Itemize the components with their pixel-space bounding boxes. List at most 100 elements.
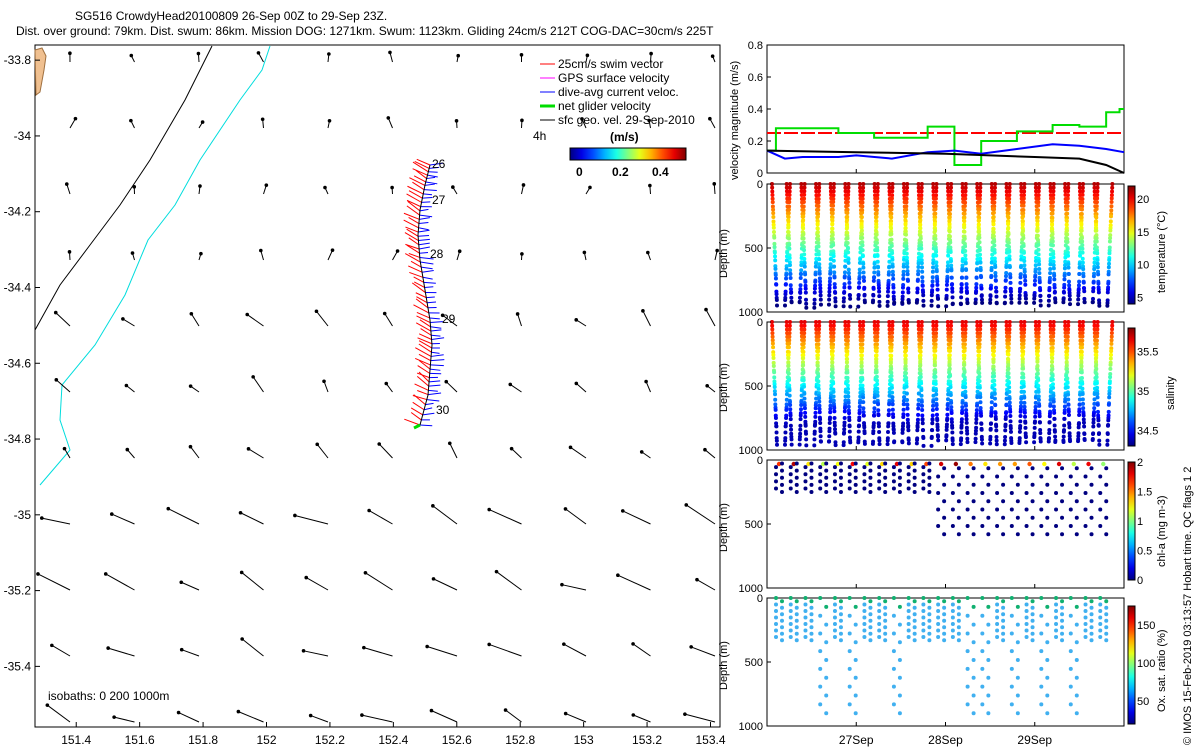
- profile-point: [786, 218, 791, 223]
- profile-point: [1020, 353, 1025, 358]
- profile-point: [974, 413, 979, 418]
- profile-point: [846, 271, 851, 276]
- chl-point: [936, 507, 941, 512]
- profile-point: [815, 367, 820, 372]
- profile-point: [1081, 413, 1086, 418]
- profile-point: [990, 334, 995, 339]
- profile-point: [988, 441, 993, 446]
- profile-point: [799, 323, 804, 328]
- profile-point: [873, 348, 878, 353]
- profile-point: [1035, 356, 1040, 361]
- profile-point: [828, 407, 833, 412]
- profile-point: [812, 290, 817, 295]
- profile-point: [1063, 399, 1068, 404]
- oxy-point: [877, 615, 882, 620]
- profile-point: [1105, 442, 1110, 447]
- geo-velocity-arrow: [505, 709, 522, 723]
- profile-point: [1008, 275, 1013, 280]
- profile-point: [803, 286, 808, 291]
- chl-point: [971, 482, 976, 487]
- geo-velocity-arrow: [368, 510, 393, 525]
- profile-point: [856, 293, 861, 298]
- chl-point: [1045, 499, 1050, 504]
- chl-point: [897, 490, 902, 494]
- profile-point: [887, 192, 892, 197]
- profile-point: [949, 410, 954, 415]
- chl-point: [832, 486, 837, 491]
- profile-point: [1065, 246, 1070, 251]
- profile-point: [990, 193, 995, 198]
- chl-point: [862, 479, 867, 484]
- profile-point: [1067, 422, 1072, 427]
- profile-point: [802, 252, 807, 257]
- profile-point: [1093, 204, 1098, 209]
- profile-point: [813, 264, 818, 269]
- profile-point: [832, 415, 837, 420]
- profile-point: [784, 327, 789, 332]
- profile-point: [931, 331, 936, 336]
- geo-velocity-arrow: [248, 448, 264, 459]
- profile-point: [1090, 438, 1095, 443]
- profile-point: [814, 200, 819, 205]
- chl-point: [927, 475, 932, 480]
- oxy-point: [912, 618, 917, 623]
- profile-point: [1064, 218, 1069, 223]
- profile-point: [1050, 243, 1055, 248]
- oxy-point: [877, 628, 882, 633]
- profile-point: [992, 327, 997, 332]
- profile-point: [1035, 352, 1040, 357]
- profile-point: [933, 381, 938, 386]
- profile-point: [944, 438, 949, 443]
- oxy-point: [897, 658, 902, 663]
- oxy-point: [1015, 622, 1020, 627]
- profile-point: [1024, 300, 1029, 305]
- profile-point: [931, 258, 936, 263]
- profile-point: [861, 275, 866, 280]
- profile-point: [974, 275, 979, 280]
- oxy-point: [809, 625, 814, 630]
- profile-point: [858, 346, 863, 351]
- dive-avg-current-vector: [426, 399, 440, 402]
- profile-point: [1097, 303, 1102, 308]
- oxy-point: [1024, 602, 1029, 607]
- profile-point: [916, 261, 921, 266]
- oxy-point: [912, 631, 917, 636]
- profile-point: [931, 399, 936, 404]
- profile-point: [947, 356, 952, 361]
- profile-point: [841, 431, 846, 436]
- chl-point: [780, 475, 784, 480]
- profile-point: [798, 417, 803, 422]
- profile-point: [770, 182, 774, 186]
- map-y-tick-label: -35: [14, 508, 32, 522]
- profile-point: [1095, 261, 1100, 266]
- profile-point: [871, 278, 876, 283]
- profile-point: [858, 257, 863, 262]
- profile-point: [903, 232, 908, 237]
- profile-point: [799, 182, 804, 186]
- profile-point: [1017, 300, 1022, 305]
- oxy-point: [780, 605, 784, 610]
- profile-point: [905, 185, 910, 190]
- profile-point: [860, 254, 865, 259]
- profile-point: [872, 182, 877, 186]
- oxy-point: [936, 621, 941, 626]
- profile-point: [860, 387, 865, 392]
- profile-point: [887, 338, 892, 343]
- profile-point: [974, 282, 979, 287]
- geo-velocity-arrowhead: [308, 713, 313, 718]
- swim-vector: [418, 343, 432, 353]
- profile-point: [788, 271, 793, 276]
- geo-velocity-arrowhead: [188, 384, 193, 388]
- profile-point: [915, 423, 920, 428]
- four-hour-label: 4h: [533, 129, 546, 143]
- profile-point: [1023, 278, 1028, 283]
- profile-point: [1079, 215, 1084, 220]
- profile-point: [964, 267, 969, 272]
- geo-velocity-arrowhead: [239, 570, 244, 575]
- profile-point: [976, 210, 981, 215]
- profile-point: [832, 409, 837, 414]
- profile-point: [889, 370, 894, 375]
- velocity-series: [766, 143, 1125, 160]
- profile-point: [1017, 429, 1022, 434]
- profile-point: [990, 341, 995, 346]
